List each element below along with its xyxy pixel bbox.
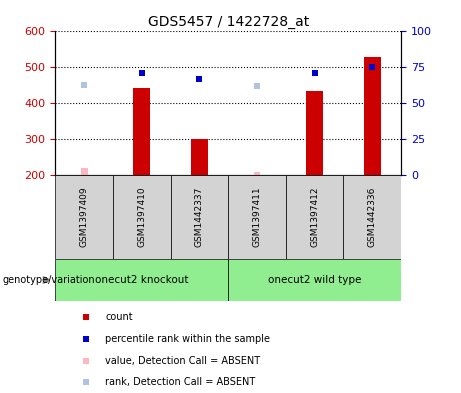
- Text: GSM1397410: GSM1397410: [137, 187, 146, 248]
- Bar: [81, 168, 88, 175]
- Text: onecut2 wild type: onecut2 wild type: [268, 275, 361, 285]
- Text: GSM1442337: GSM1442337: [195, 187, 204, 247]
- Text: rank, Detection Call = ABSENT: rank, Detection Call = ABSENT: [105, 377, 255, 387]
- Bar: [171, 175, 228, 259]
- Title: GDS5457 / 1422728_at: GDS5457 / 1422728_at: [148, 15, 309, 29]
- Text: GSM1442336: GSM1442336: [368, 187, 377, 247]
- Bar: [343, 175, 401, 259]
- Text: GSM1397409: GSM1397409: [80, 187, 89, 248]
- Bar: [55, 259, 228, 301]
- Bar: [133, 88, 150, 175]
- Bar: [55, 175, 113, 259]
- Text: GSM1397411: GSM1397411: [253, 187, 261, 248]
- Bar: [364, 57, 381, 175]
- Bar: [254, 173, 260, 175]
- Bar: [306, 91, 323, 175]
- Bar: [113, 175, 171, 259]
- Bar: [228, 175, 286, 259]
- Text: onecut2 knockout: onecut2 knockout: [95, 275, 189, 285]
- Bar: [286, 175, 343, 259]
- Bar: [191, 139, 208, 175]
- Text: value, Detection Call = ABSENT: value, Detection Call = ABSENT: [105, 356, 260, 365]
- Bar: [228, 259, 401, 301]
- Text: genotype/variation: genotype/variation: [2, 275, 95, 285]
- Text: GSM1397412: GSM1397412: [310, 187, 319, 247]
- Text: count: count: [105, 312, 133, 322]
- Text: percentile rank within the sample: percentile rank within the sample: [105, 334, 270, 344]
